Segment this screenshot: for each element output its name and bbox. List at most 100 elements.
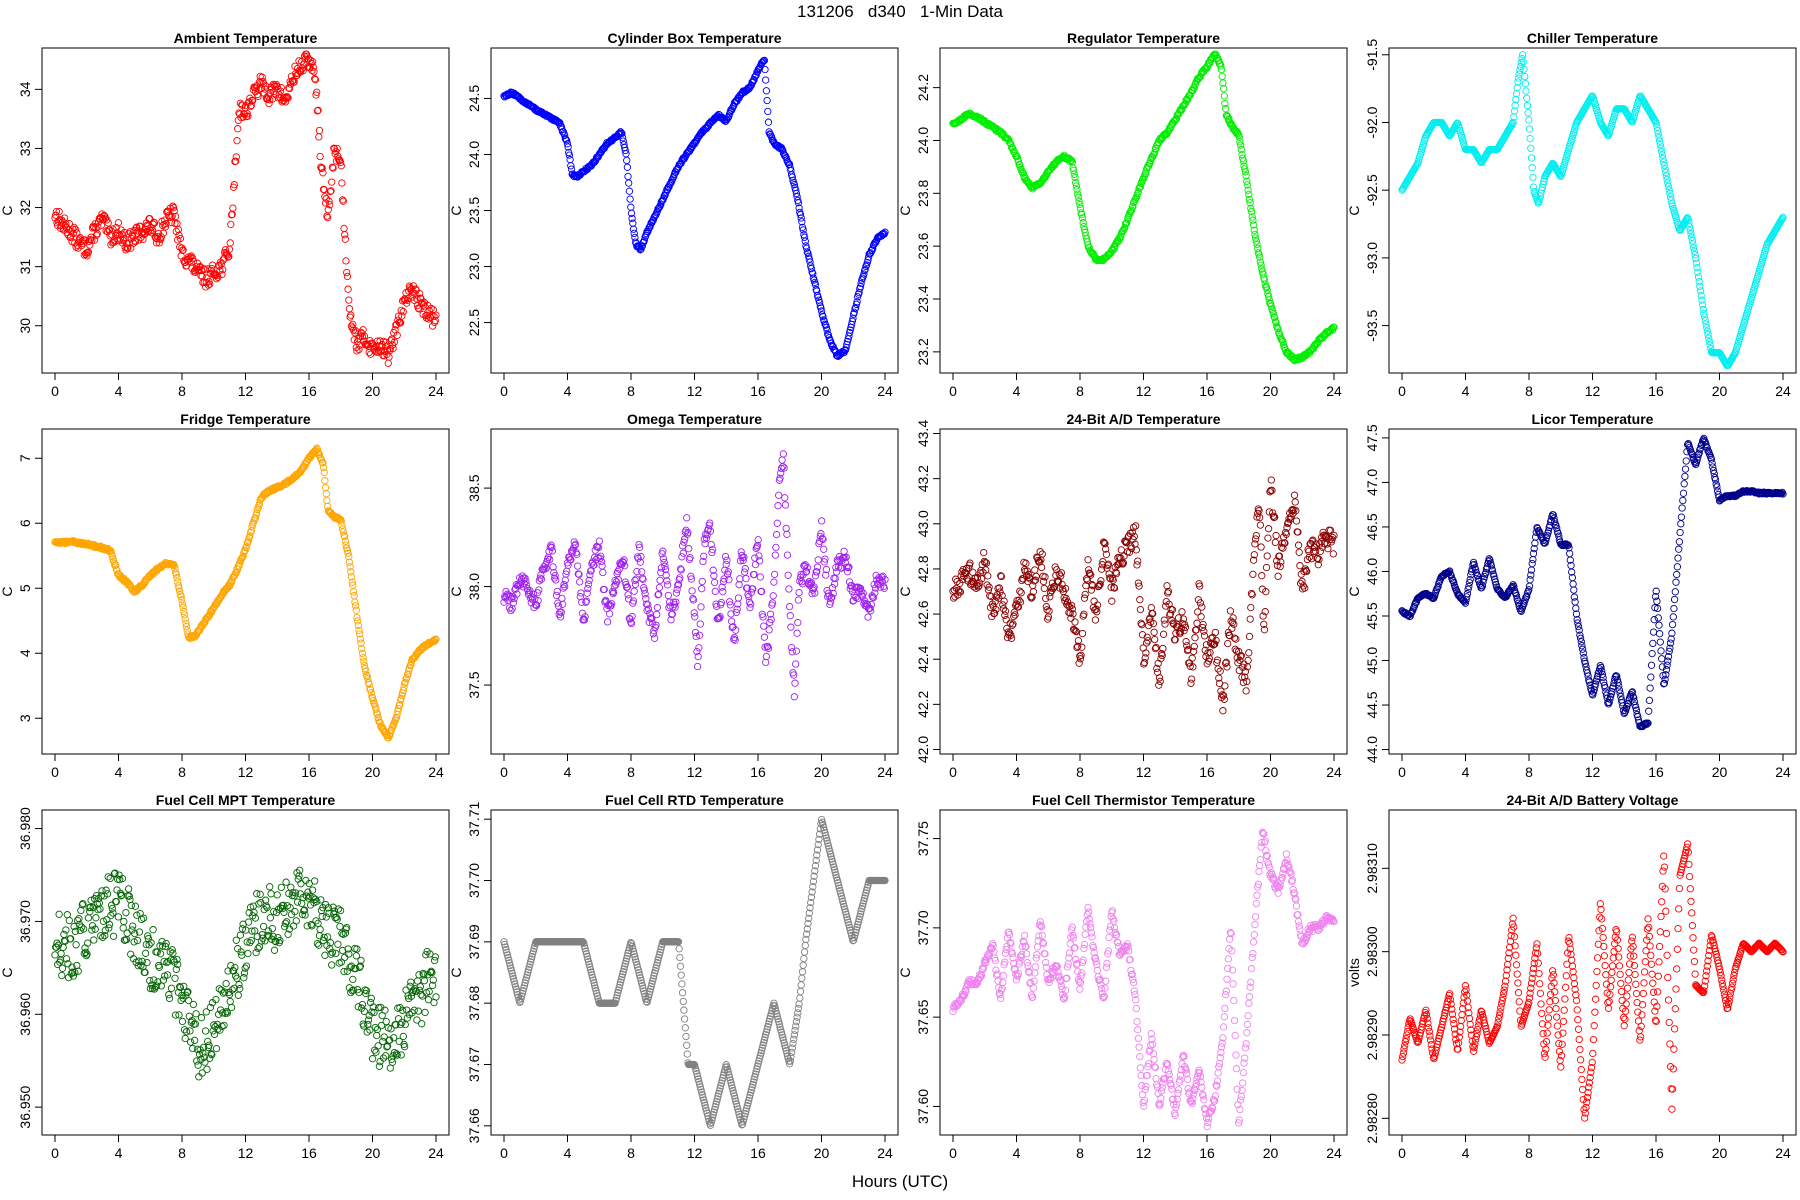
data-point [162, 220, 170, 228]
data-point [325, 197, 333, 205]
data-point [1527, 144, 1535, 152]
data-point [1132, 522, 1140, 530]
data-point [1221, 682, 1229, 690]
data-point [683, 514, 691, 522]
data-point [1290, 491, 1299, 499]
data-point [266, 96, 274, 104]
data-point [688, 587, 696, 595]
data-point [1675, 538, 1684, 546]
data-point [618, 134, 627, 142]
data-point [792, 647, 801, 655]
y-axis-label: C [1346, 205, 1362, 215]
data-point [381, 338, 390, 346]
data-point [661, 189, 670, 197]
data-point [794, 596, 803, 604]
data-point [84, 914, 93, 922]
data-point [226, 239, 234, 247]
data-point [1678, 504, 1686, 512]
x-tick-label: 20 [1263, 764, 1279, 780]
data-point [234, 125, 242, 133]
y-tick-label: 38.0 [466, 573, 482, 600]
data-points [500, 450, 889, 701]
data-point [1136, 605, 1145, 614]
data-point [790, 671, 798, 679]
data-point [1329, 550, 1337, 558]
y-axis-label: C [0, 586, 15, 596]
x-tick-label: 4 [564, 764, 572, 780]
data-point [344, 285, 352, 293]
data-point [1522, 87, 1530, 95]
y-tick-label: 22.5 [466, 309, 482, 336]
data-point [318, 164, 326, 172]
data-point [95, 899, 103, 907]
data-point [165, 211, 173, 220]
data-point [1655, 630, 1664, 638]
x-tick-label: 20 [814, 764, 830, 780]
data-point [623, 156, 631, 165]
data-point [1675, 545, 1683, 553]
data-point [695, 644, 703, 652]
data-point [781, 494, 789, 502]
data-point [323, 213, 332, 222]
data-point [1524, 109, 1532, 117]
figure-title: 131206 d340 1-Min Data [796, 2, 1004, 21]
data-point [787, 623, 795, 631]
data-point [1017, 589, 1025, 597]
data-point [321, 477, 329, 485]
data-point [1521, 80, 1530, 88]
data-point [314, 106, 322, 114]
data-point [563, 140, 572, 148]
data-point [349, 320, 357, 329]
y-tick-label: 47.0 [1364, 469, 1380, 496]
y-tick-label: 24.5 [466, 85, 482, 112]
data-point [339, 197, 347, 205]
data-point [341, 235, 350, 243]
data-point [212, 275, 221, 283]
data-point [1682, 457, 1690, 465]
data-point [340, 224, 348, 233]
data-point [178, 246, 187, 255]
data-point [1263, 552, 1271, 560]
data-point [161, 223, 170, 231]
data-point [352, 606, 360, 614]
data-point [321, 483, 330, 492]
data-point [773, 519, 781, 527]
y-tick-label: 45.5 [1364, 602, 1380, 629]
data-point [747, 600, 755, 608]
panel-7: 0 4 8 12 16 20 2442.042.242.442.642.843.043.24… [897, 411, 1348, 780]
data-point [165, 994, 174, 1003]
data-point [628, 214, 636, 223]
data-point [322, 195, 330, 203]
data-point [742, 574, 750, 583]
data-point [1134, 557, 1142, 565]
data-point [102, 886, 110, 894]
data-point [204, 1037, 212, 1046]
data-point [320, 468, 328, 477]
data-point [259, 79, 268, 88]
data-point [793, 629, 801, 637]
data-point [553, 587, 561, 596]
data-point [338, 196, 347, 204]
data-point [323, 496, 331, 505]
y-axis-label: C [448, 586, 464, 596]
data-point [638, 242, 646, 251]
data-point [1645, 696, 1654, 705]
data-point [1523, 101, 1532, 110]
y-axis-label: C [1346, 586, 1362, 596]
data-point [1075, 659, 1083, 667]
data-point [310, 68, 318, 76]
y-axis-label: C [0, 205, 15, 215]
plot-frame [1388, 428, 1797, 755]
data-point [794, 618, 802, 627]
data-point [1523, 94, 1531, 102]
data-point [324, 206, 332, 214]
x-tick-label: 24 [428, 764, 444, 780]
data-point [537, 575, 546, 583]
data-point [175, 231, 183, 239]
data-point [244, 112, 252, 120]
x-tick-label: 24 [428, 383, 444, 399]
data-point [141, 949, 150, 957]
data-point [398, 312, 406, 320]
data-point [65, 220, 73, 228]
